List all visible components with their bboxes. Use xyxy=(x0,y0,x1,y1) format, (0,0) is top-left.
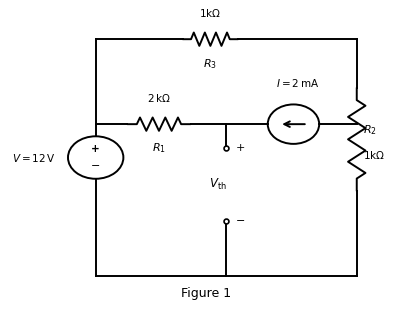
Text: $I = 2\,\mathrm{mA}$: $I = 2\,\mathrm{mA}$ xyxy=(276,77,319,89)
Text: −: − xyxy=(236,216,245,226)
Text: $R_3$: $R_3$ xyxy=(204,57,217,71)
Text: $1\mathrm{k}\Omega$: $1\mathrm{k}\Omega$ xyxy=(363,149,385,160)
Text: $V = 12\,\mathrm{V}$: $V = 12\,\mathrm{V}$ xyxy=(12,151,56,163)
Text: $R_1$: $R_1$ xyxy=(152,141,166,154)
Text: −: − xyxy=(91,161,101,171)
Text: $R_2$: $R_2$ xyxy=(363,123,376,137)
Text: Figure 1: Figure 1 xyxy=(182,287,232,300)
Text: $V_{\rm th}$: $V_{\rm th}$ xyxy=(210,177,227,193)
Text: +: + xyxy=(236,143,245,154)
Text: $2\,\mathrm{k}\Omega$: $2\,\mathrm{k}\Omega$ xyxy=(147,92,171,104)
Text: $1\mathrm{k}\Omega$: $1\mathrm{k}\Omega$ xyxy=(199,7,221,19)
Text: +: + xyxy=(91,145,100,154)
